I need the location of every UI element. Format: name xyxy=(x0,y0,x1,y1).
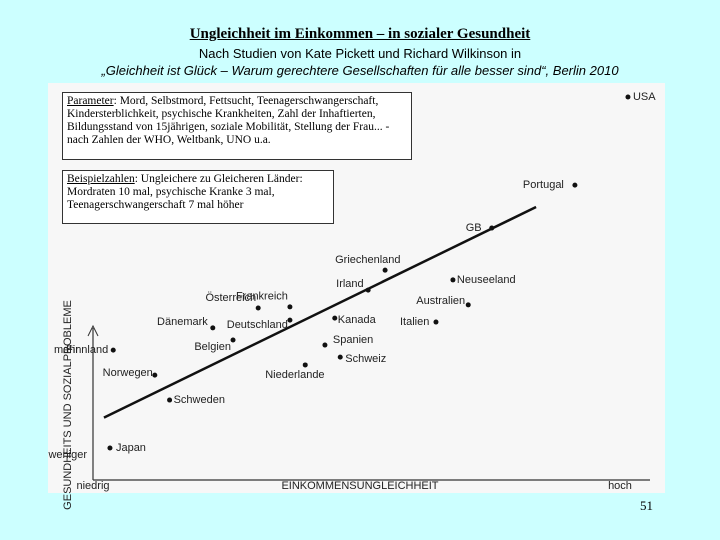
point xyxy=(230,337,236,343)
point-label: Niederlande xyxy=(265,369,324,381)
page-number: 51 xyxy=(640,498,653,513)
point xyxy=(365,287,371,293)
y-end-label: mehr xyxy=(54,344,79,356)
point xyxy=(625,94,631,100)
point xyxy=(107,445,113,451)
point-label: Australien xyxy=(416,295,465,307)
point-label: Norwegen xyxy=(103,367,153,379)
point-label: Italien xyxy=(400,316,429,328)
point xyxy=(152,372,158,378)
point-label: Dänemark xyxy=(157,316,208,328)
point xyxy=(287,304,293,310)
point-label: Frankreich xyxy=(236,291,288,303)
point xyxy=(433,319,439,325)
x-end-label: hoch xyxy=(608,480,632,492)
point xyxy=(255,305,261,311)
point xyxy=(450,277,456,283)
x-end-label: niedrig xyxy=(76,480,109,492)
point xyxy=(382,267,388,273)
source: „Gleichheit ist Glück – Warum gerechtere… xyxy=(0,63,720,78)
point-label: Spanien xyxy=(333,334,373,346)
point-label: Österreich xyxy=(205,292,256,304)
point xyxy=(332,315,338,321)
box-text: : Mord, Selbstmord, Fettsucht, Teenagers… xyxy=(67,95,390,146)
point-label: Japan xyxy=(116,442,146,454)
point-label: Finnland xyxy=(66,344,108,356)
x-axis-label: EINKOMMENSUNGLEICHHEIT xyxy=(281,480,438,492)
point-label: USA xyxy=(633,91,656,103)
subtitle: Nach Studien von Kate Pickett und Richar… xyxy=(198,46,522,61)
info-box: Beispielzahlen: Ungleichere zu Gleichere… xyxy=(62,170,334,224)
point-label: Kanada xyxy=(338,314,377,326)
point xyxy=(465,302,471,308)
box-head: Parameter xyxy=(67,95,114,107)
point xyxy=(322,342,328,348)
point-label: GB xyxy=(466,222,482,234)
point-label: Schweiz xyxy=(345,353,386,365)
point-label: Griechenland xyxy=(335,254,400,266)
point xyxy=(302,362,308,368)
point-label: Portugal xyxy=(523,179,564,191)
point xyxy=(287,317,293,323)
point-label: Neuseeland xyxy=(457,274,516,286)
point xyxy=(110,347,116,353)
title: Ungleichheit im Einkommen – in sozialer … xyxy=(189,26,531,42)
box-head: Beispielzahlen xyxy=(67,173,135,185)
box-text: : Ungleichere zu Gleicheren Länder: Mord… xyxy=(67,173,303,211)
trend-line xyxy=(103,205,537,419)
point xyxy=(489,225,495,231)
source-text: „Gleichheit ist Glück – Warum gerechtere… xyxy=(101,63,619,78)
point xyxy=(210,325,216,331)
point-label: Deutschland xyxy=(227,319,288,331)
point xyxy=(572,182,578,188)
point xyxy=(167,397,173,403)
y-arrow xyxy=(87,324,99,337)
point-label: Belgien xyxy=(194,341,231,353)
y-end-label: weniger xyxy=(47,449,87,461)
info-box: Parameter: Mord, Selbstmord, Fettsucht, … xyxy=(62,92,412,160)
y-axis-label: GESUNDHEITS UND SOZIALPROBLEME xyxy=(62,300,74,510)
point-label: Schweden xyxy=(174,394,225,406)
point xyxy=(337,354,343,360)
point-label: Irland xyxy=(336,278,364,290)
